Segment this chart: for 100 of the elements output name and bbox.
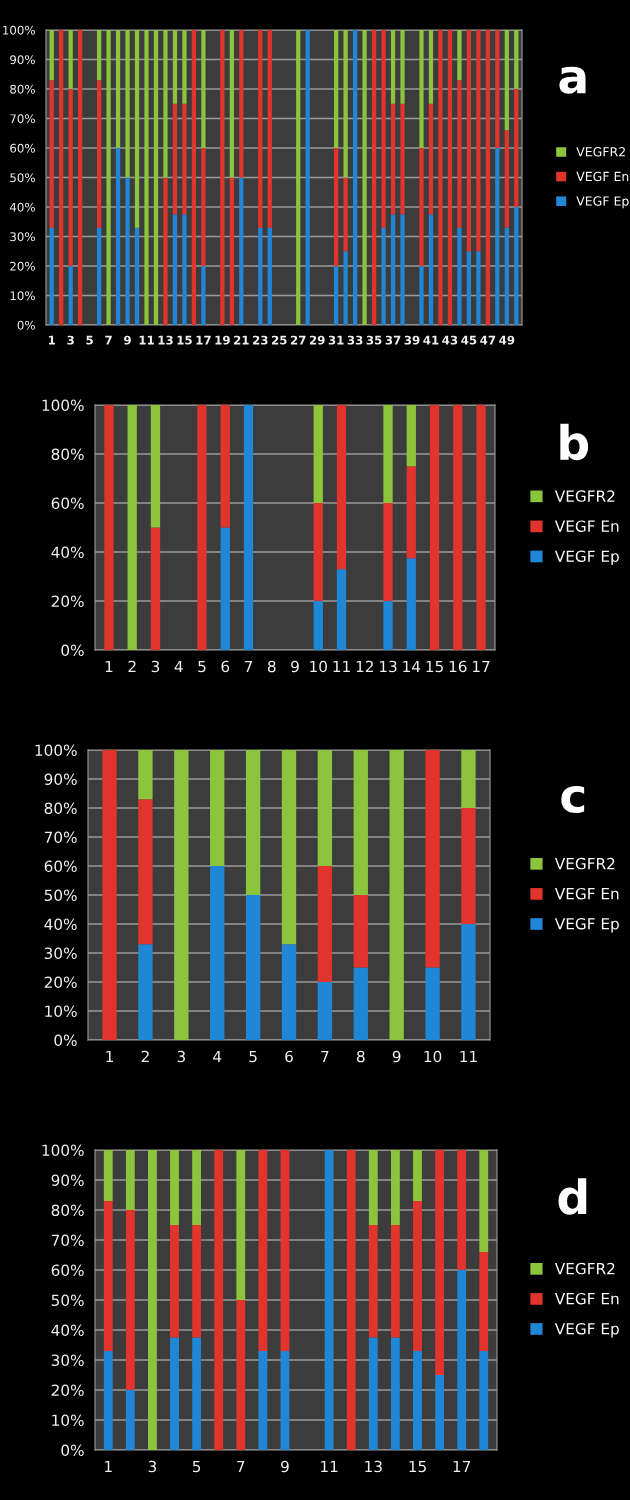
- bar: [353, 750, 368, 895]
- y-tick-label: 60%: [10, 143, 35, 153]
- x-tick-label: 6: [285, 1050, 293, 1063]
- bar: [381, 30, 386, 228]
- bar: [210, 750, 225, 866]
- bar: [504, 227, 509, 325]
- bar: [214, 1150, 224, 1450]
- bar: [343, 30, 348, 178]
- bar: [245, 895, 261, 1040]
- x-tick-label: 17: [453, 1460, 471, 1473]
- text: c: [561, 785, 585, 813]
- x-tick-label: 45: [461, 335, 477, 345]
- bar: [68, 89, 73, 266]
- bar: [229, 177, 234, 325]
- bar: [406, 466, 416, 559]
- bar: [236, 1150, 246, 1300]
- x-tick-label: 10: [424, 1050, 442, 1063]
- bar: [479, 1252, 489, 1351]
- bar: [479, 1351, 489, 1450]
- y-tick-label: 50%: [10, 173, 35, 183]
- bar: [466, 30, 472, 252]
- x-tick-label: 7: [237, 1460, 245, 1473]
- x-tick-label: 11: [139, 335, 154, 345]
- bar: [280, 1351, 290, 1450]
- x-tick-label: 7: [321, 1050, 329, 1063]
- bar: [334, 266, 339, 325]
- bar: [461, 808, 476, 924]
- bar: [192, 1337, 202, 1450]
- x-tick-label: 33: [347, 335, 363, 345]
- y-tick-label: 90%: [51, 1174, 84, 1187]
- x-tick-label: 41: [423, 335, 439, 345]
- bar: [125, 30, 130, 178]
- bar: [192, 1225, 202, 1338]
- x-tick-label: 39: [404, 335, 420, 345]
- bar: [324, 1150, 334, 1450]
- bar: [476, 251, 481, 325]
- bar: [428, 103, 434, 215]
- bar: [49, 80, 54, 228]
- text: a: [559, 66, 586, 94]
- x-tick-label: 5: [249, 1050, 257, 1063]
- x-tick-label: 9: [392, 1050, 401, 1063]
- x-tick-label: 5: [192, 1460, 201, 1473]
- bar: [343, 251, 348, 325]
- bar: [383, 601, 393, 650]
- bar: [371, 30, 377, 325]
- y-tick-label: 50%: [51, 1294, 84, 1307]
- x-tick-label: 14: [403, 660, 421, 673]
- x-tick-label: 29: [309, 335, 325, 345]
- bar: [125, 1390, 135, 1450]
- bar: [479, 1150, 489, 1252]
- legend-label: VEGFR2: [576, 147, 625, 157]
- bar: [413, 1201, 422, 1351]
- bar: [504, 130, 509, 228]
- bar: [103, 1201, 113, 1351]
- y-tick-label: 40%: [51, 1324, 84, 1337]
- x-tick-label: 13: [379, 660, 397, 673]
- bar: [346, 1150, 356, 1450]
- y-tick-label: 30%: [44, 947, 77, 960]
- bar: [343, 177, 348, 252]
- y-tick-label: 50%: [44, 889, 77, 902]
- bar: [476, 30, 481, 252]
- bar: [134, 30, 140, 228]
- bar: [461, 750, 476, 808]
- bar: [150, 527, 161, 650]
- x-tick-label: 17: [473, 660, 490, 673]
- bar: [172, 30, 178, 104]
- y-tick-label: 10%: [52, 1414, 84, 1427]
- bar: [435, 1375, 444, 1450]
- bar: [390, 103, 396, 215]
- x-tick-label: 13: [365, 1460, 382, 1473]
- bar: [419, 30, 424, 148]
- bar: [281, 750, 297, 945]
- bar: [174, 750, 189, 1040]
- bar: [429, 405, 440, 650]
- bar: [317, 866, 333, 982]
- bar: [495, 148, 500, 325]
- y-tick-label: 80%: [51, 1204, 84, 1217]
- bar: [447, 30, 453, 325]
- y-tick-label: 0%: [54, 1034, 77, 1047]
- bar: [514, 30, 519, 89]
- x-tick-label: 47: [480, 335, 496, 345]
- bar: [125, 1150, 135, 1210]
- bar: [68, 30, 73, 89]
- bar: [390, 214, 396, 325]
- bar: [334, 148, 339, 266]
- bar: [438, 30, 443, 325]
- y-tick-label: 30%: [10, 232, 35, 242]
- y-tick-label: 40%: [44, 918, 77, 931]
- bar: [68, 266, 73, 325]
- bar: [514, 207, 519, 325]
- bar: [313, 405, 323, 503]
- bar: [102, 750, 117, 1040]
- bar: [457, 30, 462, 81]
- bar: [229, 30, 234, 178]
- x-tick-label: 10: [310, 660, 327, 673]
- legend-label: VEGF En: [554, 1292, 619, 1305]
- y-tick-label: 0%: [17, 320, 35, 330]
- bar: [317, 982, 333, 1040]
- bar: [236, 1300, 246, 1450]
- bar: [201, 30, 206, 148]
